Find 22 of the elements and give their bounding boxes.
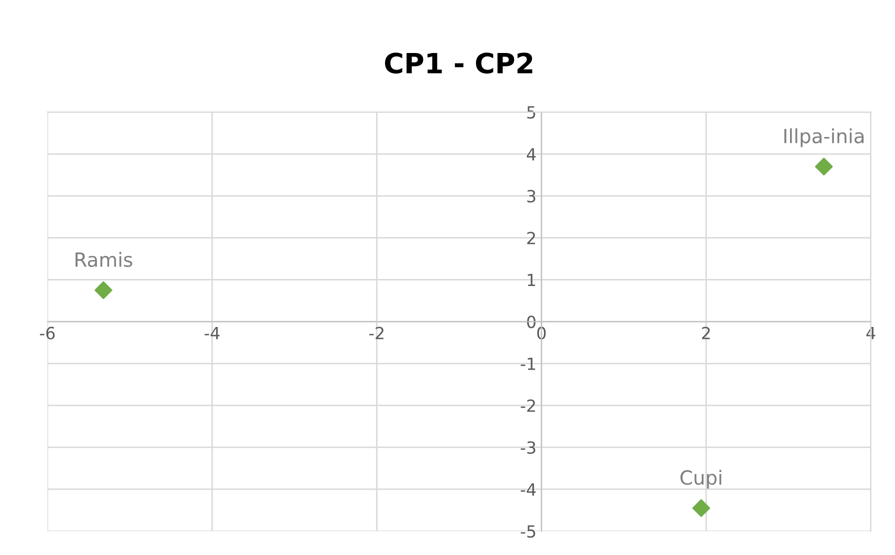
annotation: Ramis: [76, 252, 132, 267]
x-tick-label: 4: [866, 326, 876, 340]
x-tick-label: -2: [369, 326, 384, 340]
y-tick-label: -1: [520, 358, 536, 370]
y-tick-label: 2: [527, 232, 535, 244]
x-tick-label: -4: [204, 326, 220, 340]
y-tick-label: -4: [520, 483, 536, 496]
y-tick-label: -3: [520, 441, 536, 454]
y-tick-label: -2: [520, 399, 535, 412]
y-tick-label: 1: [528, 274, 536, 286]
annotation: Cupi: [680, 470, 722, 489]
chart-title: CP1 - CP2: [385, 52, 532, 74]
point: [94, 281, 112, 300]
y-tick-label: 4: [526, 148, 536, 160]
y-tick-label: 3: [527, 190, 536, 202]
x-tick-label: 2: [702, 326, 710, 340]
point: [692, 499, 710, 517]
point: [814, 158, 833, 176]
y-tick-label: -5: [520, 525, 536, 538]
annotation: Illpa-inia: [784, 128, 864, 148]
x-tick-label: -6: [40, 326, 55, 340]
y-tick-label: 0: [527, 316, 536, 328]
